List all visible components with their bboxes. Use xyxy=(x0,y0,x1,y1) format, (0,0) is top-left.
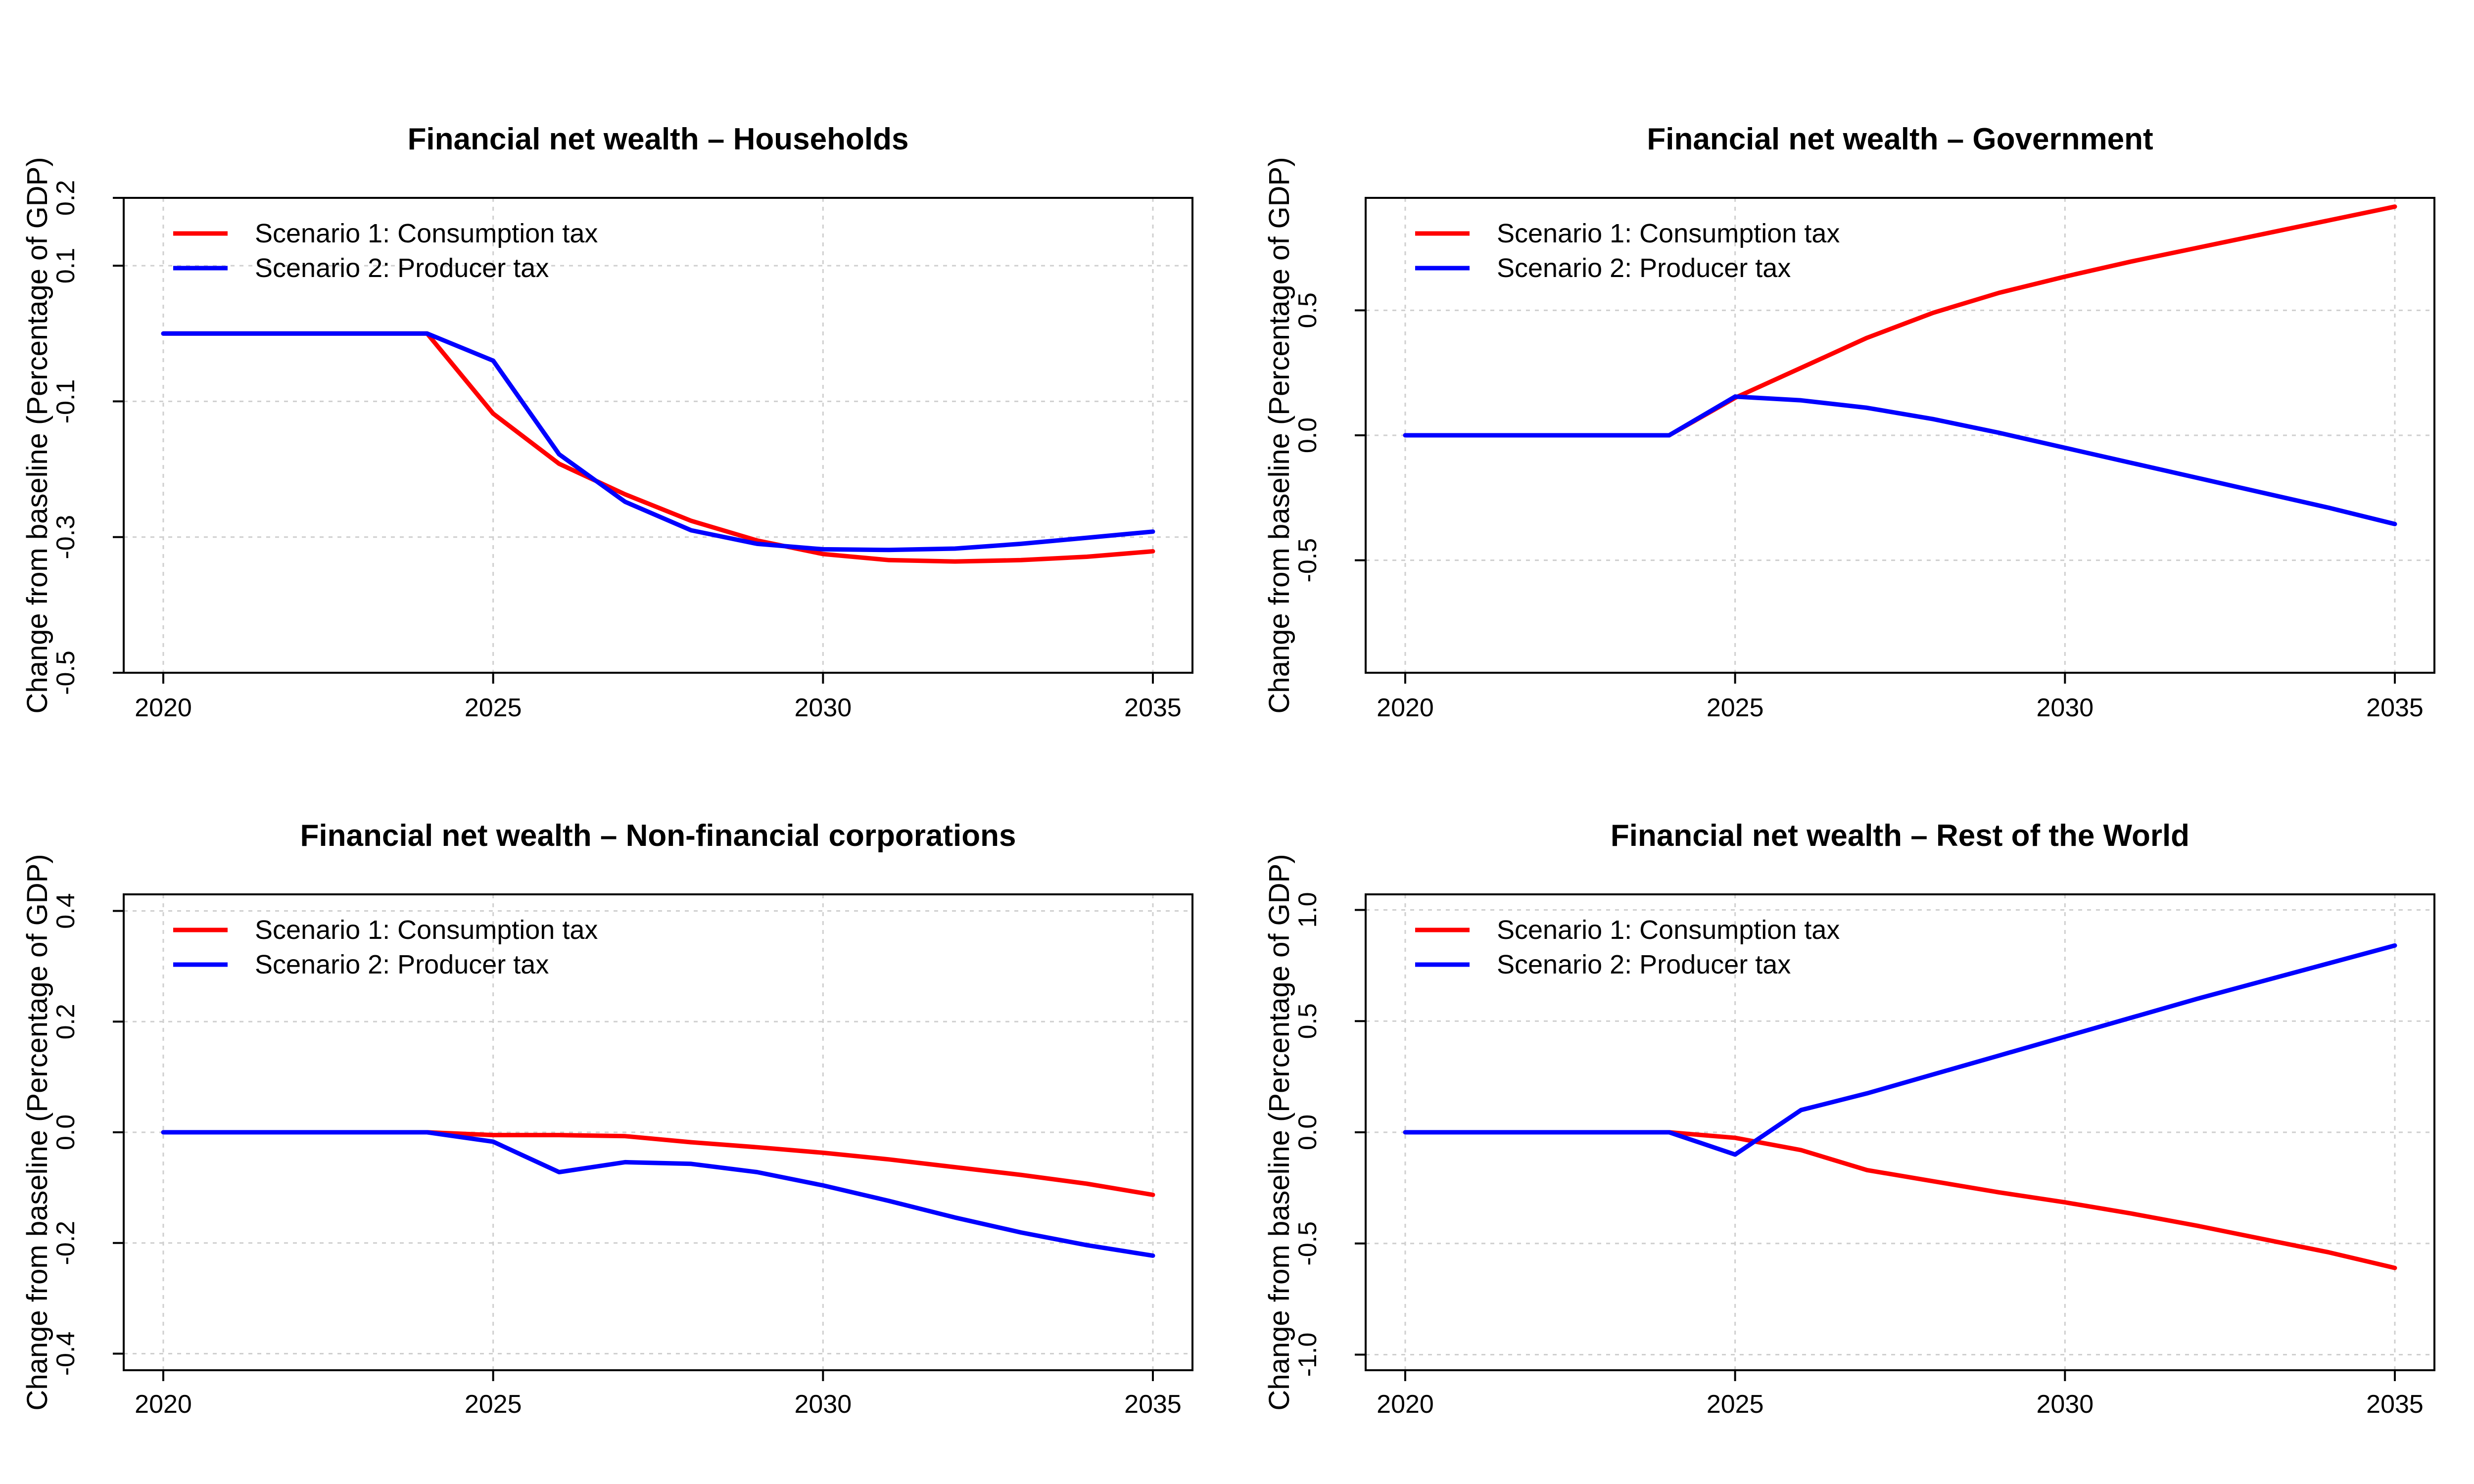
plot-frame xyxy=(123,197,1193,674)
y-tick-label: -0.2 xyxy=(51,1221,80,1265)
x-tick-label: 2035 xyxy=(1124,1390,1182,1419)
legend-label-scenario-2: Scenario 2: Producer tax xyxy=(1497,253,1791,283)
y-tick-label: 0.0 xyxy=(1293,417,1322,453)
y-tick-label: -0.3 xyxy=(51,515,80,559)
x-tick-label: 2035 xyxy=(2366,1390,2424,1419)
chart-panel-1: 2020 2025 2030 2035 -0.5 -0.3 -0.1 0.1 0.2 Financ… xyxy=(21,122,1193,722)
chart-title: Financial net wealth – Government xyxy=(1647,122,2153,156)
x-tick-label: 2020 xyxy=(1377,1390,1434,1419)
y-tick-label: 0.1 xyxy=(51,248,80,283)
chart-title: Financial net wealth – Rest of the World xyxy=(1611,819,2189,853)
y-tick-label: -0.5 xyxy=(1293,538,1322,583)
x-tick-label: 2035 xyxy=(2366,694,2424,722)
chart-panel-4: 2020 2025 2030 2035 -1.0 -0.5 0.0 0.5 1.0 Financi… xyxy=(1263,819,2435,1419)
series-line-scenario-2 xyxy=(1403,394,2397,526)
chart-title: Financial net wealth – Households xyxy=(408,122,909,156)
y-tick-label: 0.2 xyxy=(51,1004,80,1039)
x-tick-label: 2025 xyxy=(1707,1390,1764,1419)
y-tick-label: -0.1 xyxy=(51,379,80,424)
y-tick-label: 0.2 xyxy=(51,180,80,216)
chart-panel-2: 2020 2025 2030 2035 -0.5 0.0 0.5 Financial net … xyxy=(1263,122,2435,722)
y-tick-label: 0.5 xyxy=(1293,292,1322,328)
x-tick-label: 2035 xyxy=(1124,694,1182,722)
y-tick-label: 1.0 xyxy=(1293,892,1322,928)
y-tick-label: 0.5 xyxy=(1293,1003,1322,1039)
x-tick-label: 2025 xyxy=(465,694,522,722)
chart-title: Financial net wealth – Non-financial cor… xyxy=(300,819,1016,853)
x-tick-label: 2030 xyxy=(794,1390,852,1419)
x-tick-label: 2020 xyxy=(135,1390,192,1419)
y-axis-label: Change from baseline (Percentage of GDP) xyxy=(1263,854,1295,1410)
x-tick-label: 2030 xyxy=(2036,694,2093,722)
x-tick-label: 2025 xyxy=(465,1390,522,1419)
legend-label-scenario-2: Scenario 2: Producer tax xyxy=(255,950,549,979)
y-tick-label: -0.5 xyxy=(51,650,80,695)
series-line-scenario-2 xyxy=(161,331,1155,553)
chart-panel-3: 2020 2025 2030 2035 -0.4 -0.2 0.0 0.2 0.4 Financi… xyxy=(21,819,1193,1419)
legend-label-scenario-1: Scenario 1: Consumption tax xyxy=(255,915,598,945)
y-tick-label: -1.0 xyxy=(1293,1333,1322,1377)
legend-label-scenario-1: Scenario 1: Consumption tax xyxy=(255,219,598,248)
y-tick-label: 0.4 xyxy=(51,893,80,928)
y-tick-label: 0.0 xyxy=(51,1114,80,1150)
series-line-scenario-2 xyxy=(1403,943,2397,1157)
legend-label-scenario-2: Scenario 2: Producer tax xyxy=(1497,950,1791,979)
legend-label-scenario-1: Scenario 1: Consumption tax xyxy=(1497,915,1840,945)
x-tick-label: 2030 xyxy=(2036,1390,2093,1419)
x-tick-label: 2020 xyxy=(1377,694,1434,722)
y-tick-label: -0.4 xyxy=(51,1332,80,1376)
y-tick-label: -0.5 xyxy=(1293,1221,1322,1266)
y-tick-label: 0.0 xyxy=(1293,1114,1322,1150)
series-line-scenario-2 xyxy=(161,1130,1155,1258)
x-tick-label: 2030 xyxy=(794,694,852,722)
y-axis-label: Change from baseline (Percentage of GDP) xyxy=(1263,157,1295,713)
legend-label-scenario-2: Scenario 2: Producer tax xyxy=(255,253,549,283)
legend-label-scenario-1: Scenario 1: Consumption tax xyxy=(1497,219,1840,248)
x-tick-label: 2020 xyxy=(135,694,192,722)
x-tick-label: 2025 xyxy=(1707,694,1764,722)
y-axis-label: Change from baseline (Percentage of GDP) xyxy=(21,157,53,713)
y-axis-label: Change from baseline (Percentage of GDP) xyxy=(21,854,53,1410)
